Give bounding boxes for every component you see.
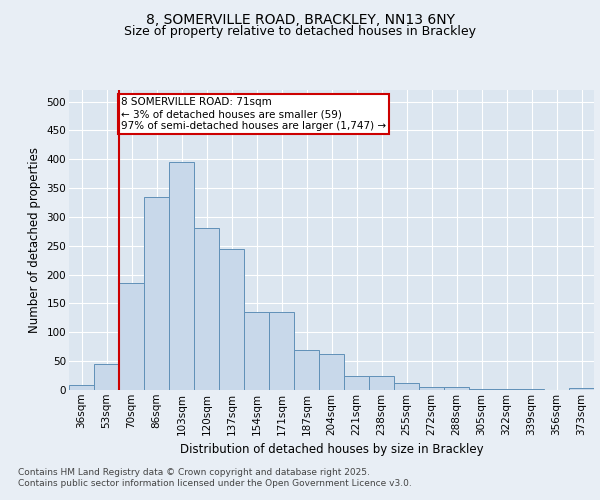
Bar: [394, 383, 419, 390]
Bar: [144, 196, 169, 390]
Bar: [169, 162, 194, 390]
Text: Size of property relative to detached houses in Brackley: Size of property relative to detached ho…: [124, 25, 476, 38]
Bar: [344, 376, 369, 390]
Y-axis label: Number of detached properties: Number of detached properties: [28, 147, 41, 333]
Bar: [194, 228, 219, 390]
Bar: [319, 354, 344, 390]
Bar: [119, 284, 144, 390]
Bar: [569, 388, 594, 390]
Text: Contains HM Land Registry data © Crown copyright and database right 2025.
Contai: Contains HM Land Registry data © Crown c…: [18, 468, 412, 487]
Bar: [244, 312, 269, 390]
Bar: [469, 389, 494, 390]
Bar: [294, 350, 319, 390]
Bar: [269, 312, 294, 390]
Bar: [219, 248, 244, 390]
Text: 8, SOMERVILLE ROAD, BRACKLEY, NN13 6NY: 8, SOMERVILLE ROAD, BRACKLEY, NN13 6NY: [146, 12, 455, 26]
Text: 8 SOMERVILLE ROAD: 71sqm
← 3% of detached houses are smaller (59)
97% of semi-de: 8 SOMERVILLE ROAD: 71sqm ← 3% of detache…: [121, 98, 386, 130]
Bar: [69, 386, 94, 390]
Bar: [369, 376, 394, 390]
Bar: [444, 387, 469, 390]
Bar: [94, 364, 119, 390]
Bar: [419, 387, 444, 390]
X-axis label: Distribution of detached houses by size in Brackley: Distribution of detached houses by size …: [179, 443, 484, 456]
